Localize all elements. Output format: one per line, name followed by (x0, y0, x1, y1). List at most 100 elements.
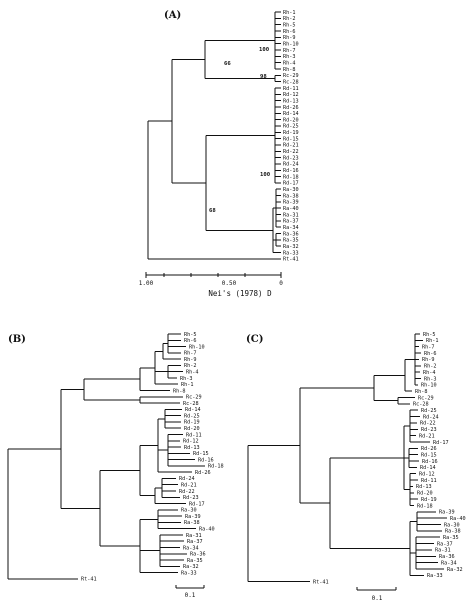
taxon-label: Rh-10 (283, 41, 299, 47)
taxon-label: Ra-35 (443, 535, 459, 541)
taxon-label: Rd-14 (283, 111, 299, 117)
taxon-label: Rh-8 (173, 388, 186, 394)
taxon-label: Ra-35 (187, 558, 203, 564)
taxon-label: Rd-17 (189, 501, 205, 507)
taxon-label: Rh-8 (283, 67, 296, 73)
taxon-label: Ra-33 (427, 573, 443, 579)
taxon-label: Rd-16 (422, 459, 438, 465)
taxon-label: Rd-17 (433, 440, 449, 446)
taxon-label: Ra-30 (181, 508, 197, 514)
taxon-label: Rt-41 (81, 577, 97, 583)
taxon-label: Rd-16 (198, 457, 214, 463)
taxon-label: Rd-15 (283, 136, 299, 142)
scale-bar-c: 0.1 (356, 587, 397, 602)
taxon-label: Ra-32 (183, 564, 199, 570)
taxon-label: Ra-34 (283, 225, 299, 231)
taxon-label: Rd-23 (183, 495, 199, 501)
taxon-label: Rh-6 (424, 351, 437, 357)
taxon-label: Rh-8 (415, 389, 428, 395)
taxon-label: Ra-37 (187, 539, 203, 545)
axis-title: Nei's (1978) D (208, 289, 272, 298)
taxon-label: Ra-40 (199, 526, 215, 532)
taxon-label: Rd-24 (179, 476, 195, 482)
taxon-label: Rd-25 (283, 124, 299, 130)
taxon-label: Rc-29 (283, 73, 299, 79)
taxon-label: Rd-21 (283, 143, 299, 149)
taxon-label: Rc-28 (283, 79, 299, 85)
taxon-label: Rh-4 (283, 60, 296, 66)
taxon-label: Ra-40 (283, 206, 299, 212)
taxon-label: Rd-14 (185, 407, 201, 413)
taxon-label: Ra-39 (185, 514, 201, 520)
taxon-label: Rd-11 (283, 86, 299, 92)
taxon-label: Rd-26 (283, 105, 299, 111)
taxon-label: Rh-7 (184, 351, 197, 357)
taxon-label: Rd-15 (193, 451, 209, 457)
bootstrap-ra-cluster: 68 (209, 208, 216, 214)
scale-bar-b: 0.1 (175, 585, 205, 599)
taxon-label: Rd-18 (417, 503, 433, 509)
panel-c-tree: Rh-5Rh-1Rh-7Rh-6Rh-9Rh-2Rh-4Rh-3Rh-10Rh-… (247, 332, 466, 585)
taxon-label: Ra-36 (439, 554, 455, 560)
taxon-label: Rd-23 (283, 155, 299, 161)
taxon-label: Rd-14 (420, 465, 436, 471)
taxon-label: Rh-2 (184, 363, 197, 369)
taxon-label: Rh-1 (181, 382, 194, 388)
taxon-label: Rh-5 (423, 332, 436, 338)
taxon-label: Rh-5 (184, 332, 197, 338)
taxon-label: Ra-37 (283, 219, 299, 225)
taxon-label: Rd-19 (184, 420, 200, 426)
taxon-label: Ra-32 (447, 567, 463, 573)
taxon-label: Ra-40 (450, 516, 466, 522)
taxon-label: Rh-6 (283, 29, 296, 35)
taxon-label: Rh-7 (422, 345, 435, 351)
taxon-label: Rh-2 (283, 16, 296, 22)
taxon-label: Rh-10 (189, 344, 205, 350)
taxon-label: Rh-3 (180, 376, 193, 382)
scale-bar-label: 0.1 (185, 592, 196, 599)
taxon-label: Ra-36 (283, 231, 299, 237)
taxon-label: Rh-3 (424, 376, 437, 382)
taxon-label: Rh-2 (424, 364, 437, 370)
taxon-label: Rc-28 (413, 402, 429, 408)
taxon-label: Rt-41 (283, 257, 299, 263)
taxon-label: Ra-30 (444, 522, 460, 528)
taxon-label: Rd-20 (417, 491, 433, 497)
taxon-label: Rd-22 (283, 149, 299, 155)
bootstrap-rh-cluster: 100 (259, 47, 270, 53)
taxon-label: Rh-4 (186, 369, 199, 375)
taxon-label: Rc-28 (183, 401, 199, 407)
taxon-label: Ra-39 (439, 510, 455, 516)
taxon-label: Ra-38 (283, 193, 299, 199)
taxon-label: Ra-38 (445, 529, 461, 535)
taxon-label: Ra-37 (437, 541, 453, 547)
taxon-label: Rd-24 (283, 162, 299, 168)
taxon-label: Rh-1 (283, 10, 296, 16)
taxon-label: Rd-17 (283, 181, 299, 187)
taxon-label: Rd-21 (419, 433, 435, 439)
taxon-label: Rd-13 (416, 484, 432, 490)
taxon-label: Rd-26 (421, 446, 437, 452)
taxon-label: Rd-19 (283, 130, 299, 136)
scale-bar-label: 0.1 (372, 595, 383, 602)
taxon-label: Rd-20 (283, 117, 299, 123)
taxon-label: Rd-26 (195, 470, 211, 476)
taxon-label: Rd-15 (421, 452, 437, 458)
axis-tick-label: 0 (279, 280, 283, 287)
axis-tick-label: 0.50 (222, 280, 237, 287)
distance-axis: 1.00 0.50 0 Nei's (1978) D (139, 272, 283, 298)
taxon-label: Rd-16 (283, 168, 299, 174)
taxon-label: Ra-36 (190, 552, 206, 558)
taxon-label: Rd-18 (208, 464, 224, 470)
taxon-label: Ra-35 (283, 238, 299, 244)
bootstrap-rc-cluster: 98 (260, 74, 267, 80)
panel-c-label: (C) (246, 334, 263, 345)
taxon-label: Rd-11 (421, 478, 437, 484)
taxon-label: Rd-25 (184, 413, 200, 419)
panel-b-tree: Rh-5Rh-6Rh-10Rh-7Rh-9Rh-2Rh-4Rh-3Rh-1Rh-… (7, 332, 224, 583)
panel-a: (A) Rh-1Rh-2Rh-5Rh-6Rh-9Rh-10Rh-7Rh-3Rh-… (139, 10, 299, 298)
taxon-label: Rd-13 (184, 445, 200, 451)
taxon-label: Rd-12 (183, 439, 199, 445)
taxon-label: Ra-33 (283, 250, 299, 256)
